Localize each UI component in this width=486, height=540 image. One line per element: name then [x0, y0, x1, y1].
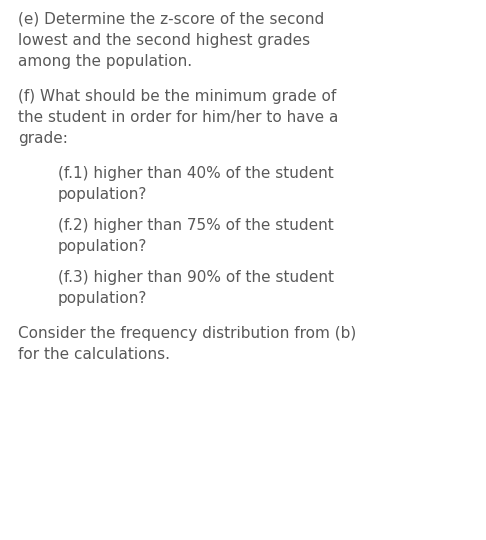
Text: population?: population?	[58, 291, 147, 306]
Text: (f.1) higher than 40% of the student: (f.1) higher than 40% of the student	[58, 166, 334, 181]
Text: (e) Determine the z-score of the second: (e) Determine the z-score of the second	[18, 12, 324, 27]
Text: (f.3) higher than 90% of the student: (f.3) higher than 90% of the student	[58, 270, 334, 285]
Text: lowest and the second highest grades: lowest and the second highest grades	[18, 33, 310, 48]
Text: population?: population?	[58, 239, 147, 254]
Text: Consider the frequency distribution from (b): Consider the frequency distribution from…	[18, 326, 356, 341]
Text: (f.2) higher than 75% of the student: (f.2) higher than 75% of the student	[58, 218, 334, 233]
Text: for the calculations.: for the calculations.	[18, 347, 170, 362]
Text: population?: population?	[58, 187, 147, 202]
Text: the student in order for him/her to have a: the student in order for him/her to have…	[18, 110, 338, 125]
Text: among the population.: among the population.	[18, 54, 192, 69]
Text: grade:: grade:	[18, 131, 68, 146]
Text: (f) What should be the minimum grade of: (f) What should be the minimum grade of	[18, 89, 336, 104]
